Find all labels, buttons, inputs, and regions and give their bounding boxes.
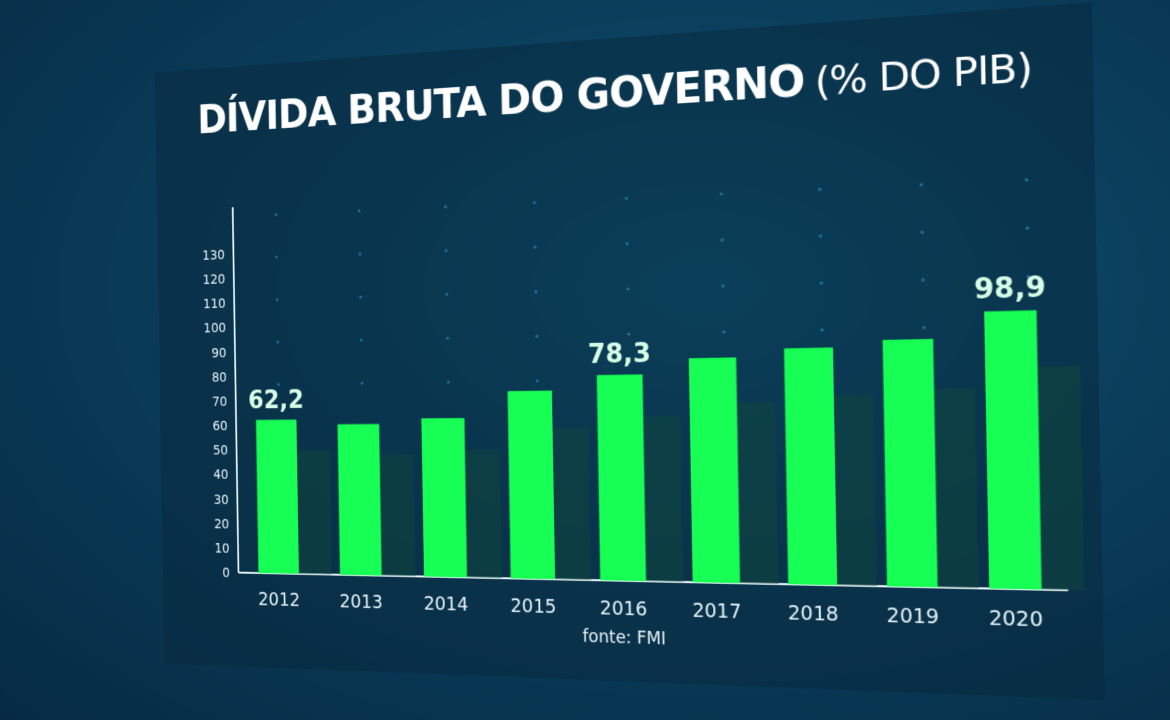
grid-dot	[443, 205, 447, 209]
bar-2015	[507, 390, 556, 580]
bar-2016	[596, 374, 647, 582]
x-tick-label: 2018	[788, 603, 839, 627]
grid-dot	[624, 196, 628, 200]
grid-dot	[274, 212, 278, 217]
bar-shadow	[638, 415, 684, 583]
grid-dot	[820, 328, 824, 332]
y-tick-label: 10	[214, 541, 229, 556]
y-tick-label: 120	[203, 272, 226, 288]
bar-shadow	[732, 402, 779, 585]
bar-2020	[984, 310, 1042, 590]
grid-dot	[922, 325, 926, 330]
grid-dot	[919, 182, 924, 187]
grid-dot	[275, 297, 279, 302]
data-label-2020: 98,9	[974, 272, 1047, 307]
x-tick-label: 2013	[340, 592, 384, 614]
grid-dot	[357, 209, 361, 213]
grid-dot	[722, 330, 726, 334]
grid-dot	[1025, 226, 1030, 230]
grid-dot	[535, 334, 539, 338]
grid-dot	[444, 248, 448, 253]
grid-dot	[720, 238, 724, 242]
grid-dot	[446, 336, 450, 340]
x-tick-label: 2020	[989, 607, 1044, 631]
grid-dot	[819, 281, 824, 285]
bar-2014	[421, 418, 468, 578]
grid-dot	[534, 290, 538, 294]
y-tick-label: 100	[203, 321, 226, 337]
grid-dot	[719, 192, 724, 196]
grid-dot	[1024, 177, 1029, 182]
grid-dot	[276, 340, 280, 344]
y-tick-label: 80	[212, 370, 227, 385]
x-tick-label: 2015	[510, 596, 556, 618]
grid-dot	[625, 241, 629, 246]
x-tick-label: 2012	[258, 590, 300, 611]
grid-dot	[446, 380, 450, 384]
bar-shadow	[292, 450, 332, 575]
chart-panel: DÍVIDA BRUTA DO GOVERNO (% DO PIB) 0 10 20 3…	[154, 2, 1105, 701]
y-tick-label: 30	[214, 492, 229, 507]
y-tick-label: 40	[213, 468, 228, 483]
source-note: fonte: FMI	[582, 626, 666, 649]
grid-dot	[359, 338, 363, 342]
x-tick-label: 2019	[886, 605, 939, 629]
y-tick-label: 0	[222, 566, 230, 581]
y-tick-label: 110	[203, 297, 226, 313]
grid-dot	[535, 379, 539, 383]
data-label-2012: 62,2	[248, 386, 304, 415]
bar-shadow	[548, 428, 592, 581]
grid-dot	[532, 200, 536, 205]
grid-dot	[721, 284, 725, 288]
grid-dot	[920, 230, 924, 234]
bar-chart: 0 10 20 30 40 50 60 70 80 90 100 110 120 130 2012 62,2 2…	[202, 177, 1085, 649]
grid-dot	[275, 255, 278, 259]
y-tick-label: 20	[214, 517, 229, 532]
bar-2013	[337, 424, 382, 576]
grid-dot	[359, 295, 363, 299]
grid-dot	[533, 245, 537, 249]
data-label-2016: 78,3	[588, 339, 651, 371]
grid-dot	[921, 278, 925, 282]
bar-shadow	[460, 449, 502, 579]
y-tick-label: 130	[202, 248, 225, 264]
bar-2012	[256, 419, 299, 574]
grid-dot	[626, 287, 630, 291]
grid-dot	[358, 252, 362, 256]
grid-dot	[445, 292, 449, 296]
y-tick-label: 90	[211, 345, 226, 360]
grid-dot	[360, 381, 364, 385]
bar-2019	[882, 338, 938, 588]
x-tick-label: 2017	[692, 600, 741, 623]
x-tick-label: 2016	[600, 598, 648, 621]
y-tick-label: 50	[213, 443, 228, 458]
bar-shadow	[375, 454, 416, 577]
grid-dot	[818, 234, 823, 238]
bar-2017	[688, 357, 741, 584]
grid-dot	[627, 332, 631, 336]
y-tick-label: 60	[212, 419, 227, 434]
grid-dot	[817, 187, 822, 192]
bar-2018	[784, 347, 838, 586]
y-axis	[233, 207, 239, 572]
y-tick-label: 70	[212, 394, 227, 409]
x-tick-label: 2014	[424, 594, 469, 616]
